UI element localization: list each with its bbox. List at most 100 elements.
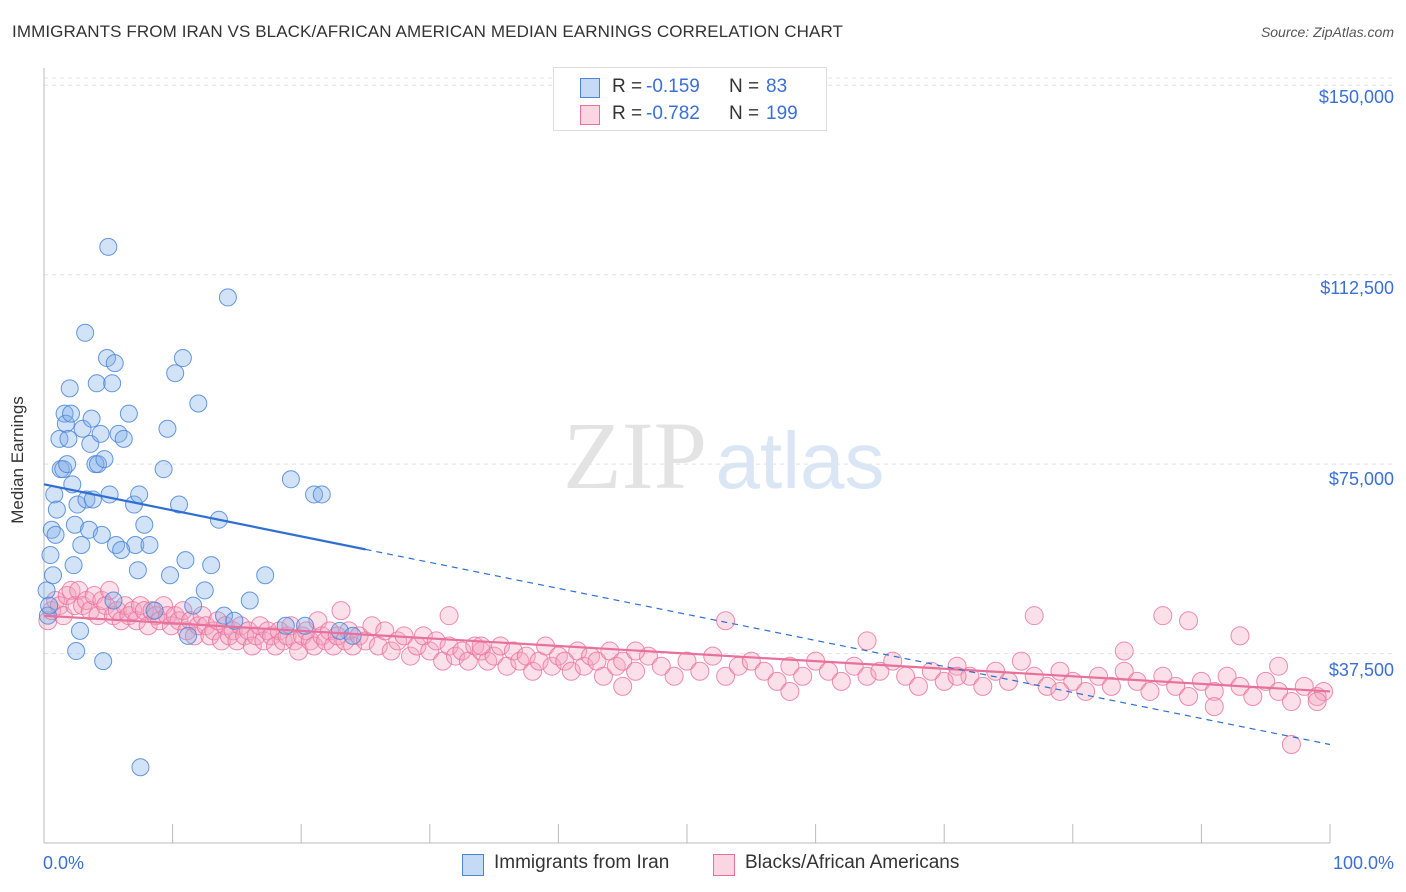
data-point-iran — [202, 556, 221, 575]
data-point-iran — [62, 404, 81, 423]
data-point-black — [651, 656, 671, 676]
data-point-black — [523, 661, 543, 681]
data-point-iran — [240, 591, 259, 610]
data-point-black — [401, 646, 421, 666]
data-point-iran — [195, 581, 214, 600]
data-point-black — [754, 661, 774, 681]
data-point-iran — [154, 460, 173, 479]
axes-layer — [43, 68, 1331, 844]
data-point-black — [331, 601, 351, 621]
data-point-black — [471, 636, 491, 656]
data-point-black — [1230, 626, 1250, 646]
data-point-iran — [179, 626, 198, 645]
data-point-black — [484, 646, 504, 666]
chart-title: IMMIGRANTS FROM IRAN VS BLACK/AFRICAN AM… — [12, 22, 844, 41]
data-point-iran — [130, 485, 149, 504]
data-point-black — [677, 651, 697, 671]
data-point-black — [49, 596, 69, 616]
data-point-black — [780, 681, 800, 701]
data-point-black — [1269, 656, 1289, 676]
r-label: R = — [612, 103, 643, 124]
data-point-black — [1101, 676, 1121, 696]
data-point-black — [593, 666, 613, 686]
n-value: 83 — [766, 76, 788, 97]
data-point-black — [626, 661, 646, 681]
data-point-black — [690, 661, 710, 681]
data-point-black — [1256, 671, 1276, 691]
data-point-black — [1024, 606, 1044, 626]
data-point-iran — [56, 414, 75, 433]
data-point-black — [1307, 692, 1327, 712]
data-point-black — [100, 580, 120, 600]
data-point-iran — [71, 621, 90, 640]
data-point-black — [61, 580, 81, 600]
data-point-iran — [76, 323, 95, 342]
stats-row-iran: R = -0.159 N = 83 — [554, 74, 826, 100]
data-point-black — [555, 651, 575, 671]
watermark-zip: ZIP — [563, 402, 707, 509]
r-value: -0.782 — [646, 103, 700, 124]
data-point-black — [69, 580, 89, 600]
n-label: N = — [729, 76, 760, 97]
data-point-iran — [50, 429, 69, 448]
data-point-black — [134, 601, 154, 621]
data-point-black — [1024, 666, 1044, 686]
legend-label: Blacks/African Americans — [745, 852, 960, 873]
data-point-iran — [107, 535, 126, 554]
data-point-iran — [184, 596, 203, 615]
data-point-iran — [99, 237, 118, 256]
data-point-iran — [161, 566, 180, 585]
legend-label: Immigrants from Iran — [494, 852, 670, 873]
data-point-iran — [94, 652, 113, 671]
data-point-iran — [114, 429, 133, 448]
data-point-black — [1269, 681, 1289, 701]
data-point-black — [1076, 681, 1096, 701]
data-point-black — [349, 626, 369, 646]
data-point-black — [1179, 611, 1199, 631]
data-point-iran — [225, 611, 244, 630]
data-point-iran — [104, 591, 123, 610]
data-point-black — [574, 656, 594, 676]
data-point-iran — [126, 535, 145, 554]
data-point-black — [200, 626, 220, 646]
data-point-iran — [135, 515, 154, 534]
data-point-iran — [109, 424, 128, 443]
data-point-iran — [343, 626, 362, 645]
data-point-iran — [60, 379, 79, 398]
data-point-black — [173, 601, 193, 621]
data-point-black — [1281, 734, 1301, 754]
data-point-black — [304, 636, 324, 656]
trend-line-black-solid — [43, 614, 1331, 693]
r-label: R = — [612, 76, 643, 97]
data-point-iran — [312, 485, 331, 504]
data-point-black — [510, 651, 530, 671]
data-point-black — [420, 641, 440, 661]
data-point-iran — [305, 485, 324, 504]
data-point-black — [1243, 687, 1263, 707]
trend-lines — [43, 483, 1331, 746]
data-point-iran — [92, 525, 111, 544]
grid-layer — [44, 77, 1392, 655]
data-point-black — [439, 606, 459, 626]
data-point-iran — [281, 470, 300, 489]
data-point-black — [1037, 676, 1057, 696]
data-point-black — [716, 666, 736, 686]
data-point-iran — [100, 485, 119, 504]
series-blacks-african-americans — [38, 580, 1334, 754]
data-point-iran — [67, 642, 86, 661]
data-point-black — [1204, 681, 1224, 701]
data-point-iran — [128, 561, 147, 580]
data-point-iran — [189, 394, 208, 413]
data-point-black — [934, 671, 954, 691]
data-point-iran — [215, 606, 234, 625]
data-point-iran — [87, 374, 106, 393]
data-point-black — [1281, 692, 1301, 712]
data-point-black — [130, 596, 150, 616]
n-value: 199 — [766, 103, 798, 124]
data-point-black — [57, 585, 77, 605]
stats-legend: R = -0.159 N = 83 R = -0.782 N = 199 — [553, 67, 827, 131]
data-point-black — [1191, 671, 1211, 691]
data-point-iran — [72, 535, 91, 554]
y-tick-label: $75,000 — [1328, 469, 1394, 489]
